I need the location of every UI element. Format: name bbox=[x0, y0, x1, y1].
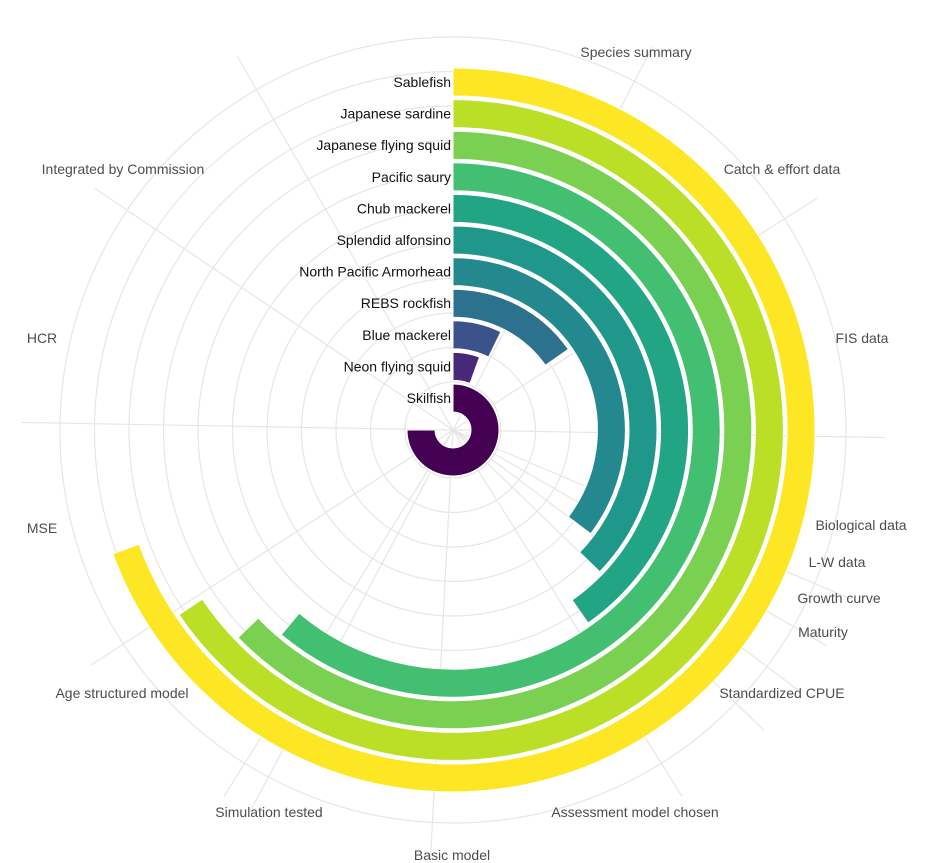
bar-rebs-rockfish bbox=[452, 288, 570, 366]
species-label: Pacific saury bbox=[372, 169, 451, 185]
bar-splendid-alfonsino bbox=[452, 225, 658, 573]
stage-label: Basic model bbox=[414, 847, 490, 863]
stage-label: Catch & effort data bbox=[724, 161, 841, 177]
stage-label: Integrated by Commission bbox=[42, 161, 205, 177]
stage-label: HCR bbox=[27, 330, 57, 346]
stage-label: Age structured model bbox=[55, 685, 188, 701]
bar-pacific-saury bbox=[280, 162, 721, 698]
species-label: Skilfish bbox=[407, 390, 451, 406]
bar-japanese-flying-squid bbox=[237, 130, 753, 730]
grid-circle bbox=[404, 381, 502, 479]
stage-label: Simulation tested bbox=[215, 804, 322, 820]
stage-label: L-W data bbox=[809, 554, 866, 570]
species-label: Neon flying squid bbox=[344, 358, 451, 374]
bar-blue-mackerel bbox=[452, 320, 502, 358]
stage-label: MSE bbox=[27, 520, 57, 536]
species-label: Japanese flying squid bbox=[316, 137, 451, 153]
stage-label: FIS data bbox=[836, 330, 889, 346]
stage-label: Biological data bbox=[815, 517, 906, 533]
grid-spoke bbox=[429, 429, 454, 862]
bar-japanese-sardine bbox=[178, 99, 784, 761]
species-label: North Pacific Armorhead bbox=[299, 264, 451, 280]
species-label: Chub mackerel bbox=[357, 200, 451, 216]
grid-spoke bbox=[90, 429, 454, 666]
bar-skilfish bbox=[406, 383, 500, 477]
bar-layer bbox=[112, 67, 816, 793]
grid-spoke bbox=[236, 55, 454, 431]
stage-label: Maturity bbox=[798, 624, 848, 640]
species-label: Sablefish bbox=[393, 74, 451, 90]
grid-spoke bbox=[94, 187, 454, 431]
species-label: Japanese sardine bbox=[340, 106, 451, 122]
stage-label: Assessment model chosen bbox=[551, 804, 718, 820]
stage-label: Standardized CPUE bbox=[719, 685, 844, 701]
grid-circle bbox=[59, 36, 847, 824]
bar-neon-flying-squid bbox=[452, 351, 481, 385]
species-label: Splendid alfonsino bbox=[337, 232, 452, 248]
stage-label: Species summary bbox=[580, 44, 691, 60]
bar-sablefish bbox=[112, 67, 816, 793]
species-label: REBS rockfish bbox=[361, 295, 451, 311]
species-label: Blue mackerel bbox=[362, 327, 451, 343]
bar-chub-mackerel bbox=[452, 193, 690, 624]
label-layer: Sablefish Japanese sardine Japanese flying… bbox=[27, 44, 907, 863]
grid-spoke bbox=[21, 421, 454, 431]
stage-label: Growth curve bbox=[797, 590, 880, 606]
bar-north-pacific-armorhead bbox=[452, 257, 626, 535]
